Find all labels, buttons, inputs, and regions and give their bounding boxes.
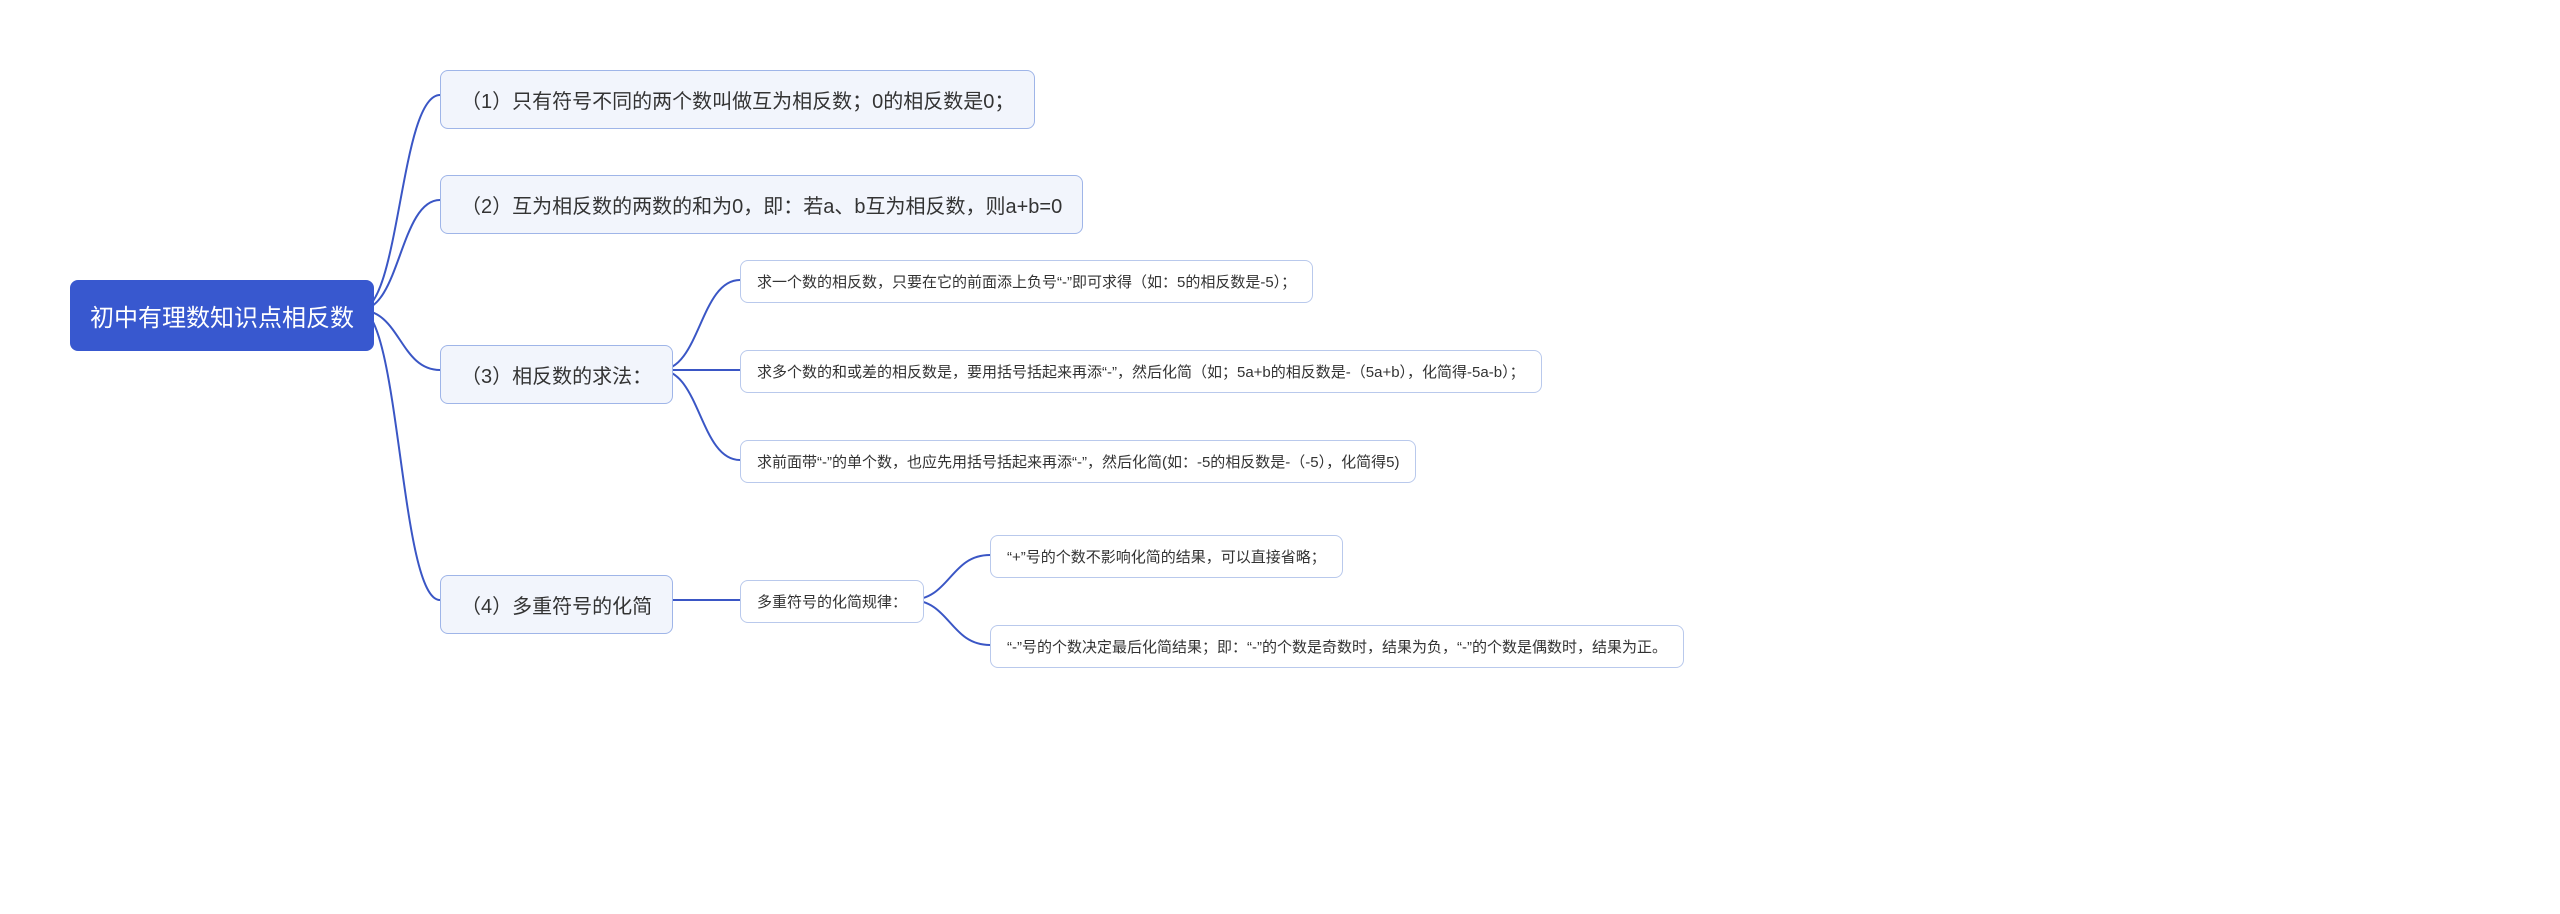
level2-label: 求多个数的和或差的相反数是，要用括号括起来再添“-”，然后化简（如；5a+b的相… (757, 361, 1525, 382)
level2-label: 多重符号的化简规律： (757, 591, 907, 612)
root-label: 初中有理数知识点相反数 (90, 298, 354, 333)
level3-label: “+”号的个数不影响化简的结果，可以直接省略； (1007, 546, 1326, 567)
level1-label: （3）相反数的求法： (461, 360, 652, 389)
level1-item-4[interactable]: （4）多重符号的化简 (440, 575, 673, 634)
mindmap-container: 初中有理数知识点相反数 （1）只有符号不同的两个数叫做互为相反数；0的相反数是0… (60, 0, 2500, 914)
level3-label: “-”号的个数决定最后化简结果；即：“-”的个数是奇数时，结果为负，“-”的个数… (1007, 636, 1667, 657)
level2-g3-item-3[interactable]: 求前面带“-”的单个数，也应先用括号括起来再添“-”，然后化简(如：-5的相反数… (740, 440, 1416, 483)
level2-g3-item-2[interactable]: 求多个数的和或差的相反数是，要用括号括起来再添“-”，然后化简（如；5a+b的相… (740, 350, 1542, 393)
level2-g3-item-1[interactable]: 求一个数的相反数，只要在它的前面添上负号“-”即可求得（如：5的相反数是-5）； (740, 260, 1313, 303)
level1-item-3[interactable]: （3）相反数的求法： (440, 345, 673, 404)
level3-g4-item-1[interactable]: “+”号的个数不影响化简的结果，可以直接省略； (990, 535, 1343, 578)
level1-label: （1）只有符号不同的两个数叫做互为相反数；0的相反数是0； (461, 85, 1014, 114)
level1-label: （2）互为相反数的两数的和为0，即：若a、b互为相反数，则a+b=0 (461, 190, 1062, 219)
level3-g4-item-2[interactable]: “-”号的个数决定最后化简结果；即：“-”的个数是奇数时，结果为负，“-”的个数… (990, 625, 1684, 668)
level2-label: 求前面带“-”的单个数，也应先用括号括起来再添“-”，然后化简(如：-5的相反数… (757, 451, 1399, 472)
level1-item-1[interactable]: （1）只有符号不同的两个数叫做互为相反数；0的相反数是0； (440, 70, 1035, 129)
level2-g4-item[interactable]: 多重符号的化简规律： (740, 580, 924, 623)
level1-label: （4）多重符号的化简 (461, 590, 652, 619)
level1-item-2[interactable]: （2）互为相反数的两数的和为0，即：若a、b互为相反数，则a+b=0 (440, 175, 1083, 234)
level2-label: 求一个数的相反数，只要在它的前面添上负号“-”即可求得（如：5的相反数是-5）； (757, 271, 1296, 292)
root-node[interactable]: 初中有理数知识点相反数 (70, 280, 374, 351)
